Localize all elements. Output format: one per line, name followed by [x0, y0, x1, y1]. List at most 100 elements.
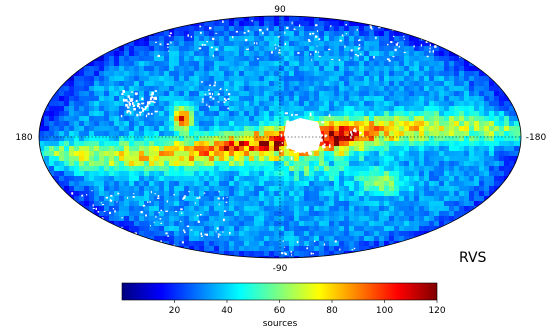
- density-cell: [114, 91, 120, 97]
- density-cell: [379, 31, 385, 37]
- density-cell: [389, 171, 395, 177]
- density-cell: [409, 211, 415, 217]
- density-cell: [324, 206, 330, 212]
- density-cell: [419, 41, 425, 47]
- density-cell: [319, 211, 325, 217]
- density-cell: [379, 91, 385, 97]
- density-cell: [354, 36, 360, 42]
- density-cell: [424, 56, 430, 62]
- density-cell: [169, 186, 175, 192]
- density-cell: [314, 111, 320, 117]
- density-cell: [139, 186, 145, 192]
- density-cell: [119, 81, 125, 87]
- density-cell: [484, 136, 490, 142]
- density-cell: [399, 221, 405, 227]
- density-cell: [349, 41, 355, 47]
- density-cell: [249, 201, 255, 207]
- density-cell: [154, 181, 160, 187]
- density-cell: [509, 131, 515, 137]
- density-cell: [174, 41, 180, 47]
- density-cell: [279, 151, 285, 157]
- density-cell: [119, 161, 125, 167]
- density-cell: [144, 216, 150, 222]
- density-cell: [404, 106, 410, 112]
- density-cell: [59, 91, 65, 97]
- gap-speckle: [212, 54, 214, 57]
- density-cell: [314, 41, 320, 47]
- density-cell: [99, 146, 105, 152]
- density-cell: [214, 91, 220, 97]
- density-cell: [59, 126, 65, 132]
- density-cell: [404, 206, 410, 212]
- density-cell: [344, 136, 350, 142]
- gap-speckle: [353, 127, 356, 129]
- density-cell: [434, 121, 440, 127]
- density-cell: [84, 96, 90, 102]
- density-cell: [259, 46, 265, 52]
- density-cell: [74, 161, 80, 167]
- density-cell: [199, 236, 205, 242]
- density-cell: [199, 171, 205, 177]
- density-cell: [339, 31, 345, 37]
- density-cell: [114, 146, 120, 152]
- density-cell: [119, 61, 125, 67]
- density-cell: [469, 81, 475, 87]
- density-cell: [244, 171, 250, 177]
- density-cell: [334, 216, 340, 222]
- density-cell: [189, 31, 195, 37]
- gap-speckle: [113, 236, 116, 239]
- density-cell: [269, 211, 275, 217]
- density-cell: [179, 41, 185, 47]
- density-cell: [284, 256, 290, 258]
- density-cell: [449, 161, 455, 167]
- density-cell: [289, 16, 295, 22]
- density-cell: [479, 101, 485, 107]
- density-cell: [374, 171, 380, 177]
- density-cell: [359, 66, 365, 72]
- density-cell: [414, 166, 420, 172]
- density-cell: [434, 191, 440, 197]
- density-cell: [214, 111, 220, 117]
- density-cell: [244, 161, 250, 167]
- gap-speckle: [81, 194, 84, 197]
- density-cell: [384, 176, 390, 182]
- density-cell: [244, 136, 250, 142]
- density-cell: [69, 156, 75, 162]
- density-cell: [369, 121, 375, 127]
- density-cell: [304, 66, 310, 72]
- density-cell: [264, 236, 270, 242]
- density-cell: [334, 136, 340, 142]
- density-cell: [134, 111, 140, 117]
- gap-speckle: [226, 89, 228, 91]
- gap-speckle: [70, 223, 73, 225]
- density-cell: [494, 146, 500, 152]
- density-cell: [264, 126, 270, 132]
- gap-speckle: [282, 240, 284, 242]
- density-cell: [459, 86, 465, 92]
- gap-speckle: [204, 233, 207, 236]
- density-cell: [319, 206, 325, 212]
- density-cell: [259, 121, 265, 127]
- density-cell: [149, 81, 155, 87]
- density-cell: [344, 221, 350, 227]
- density-cell: [429, 196, 435, 202]
- density-cell: [349, 206, 355, 212]
- gap-speckle: [243, 32, 246, 34]
- density-cell: [134, 151, 140, 157]
- density-cell: [129, 136, 135, 142]
- density-cell: [329, 211, 335, 217]
- density-cell: [104, 196, 110, 202]
- density-cell: [189, 156, 195, 162]
- density-cell: [204, 226, 210, 232]
- density-cell: [379, 81, 385, 87]
- density-cell: [309, 106, 315, 112]
- density-cell: [229, 46, 235, 52]
- density-cell: [429, 86, 435, 92]
- density-cell: [339, 226, 345, 232]
- gap-speckle: [160, 222, 163, 225]
- density-cell: [349, 91, 355, 97]
- density-cell: [274, 66, 280, 72]
- density-cell: [44, 106, 50, 112]
- gap-speckle: [137, 104, 139, 108]
- density-cell: [229, 191, 235, 197]
